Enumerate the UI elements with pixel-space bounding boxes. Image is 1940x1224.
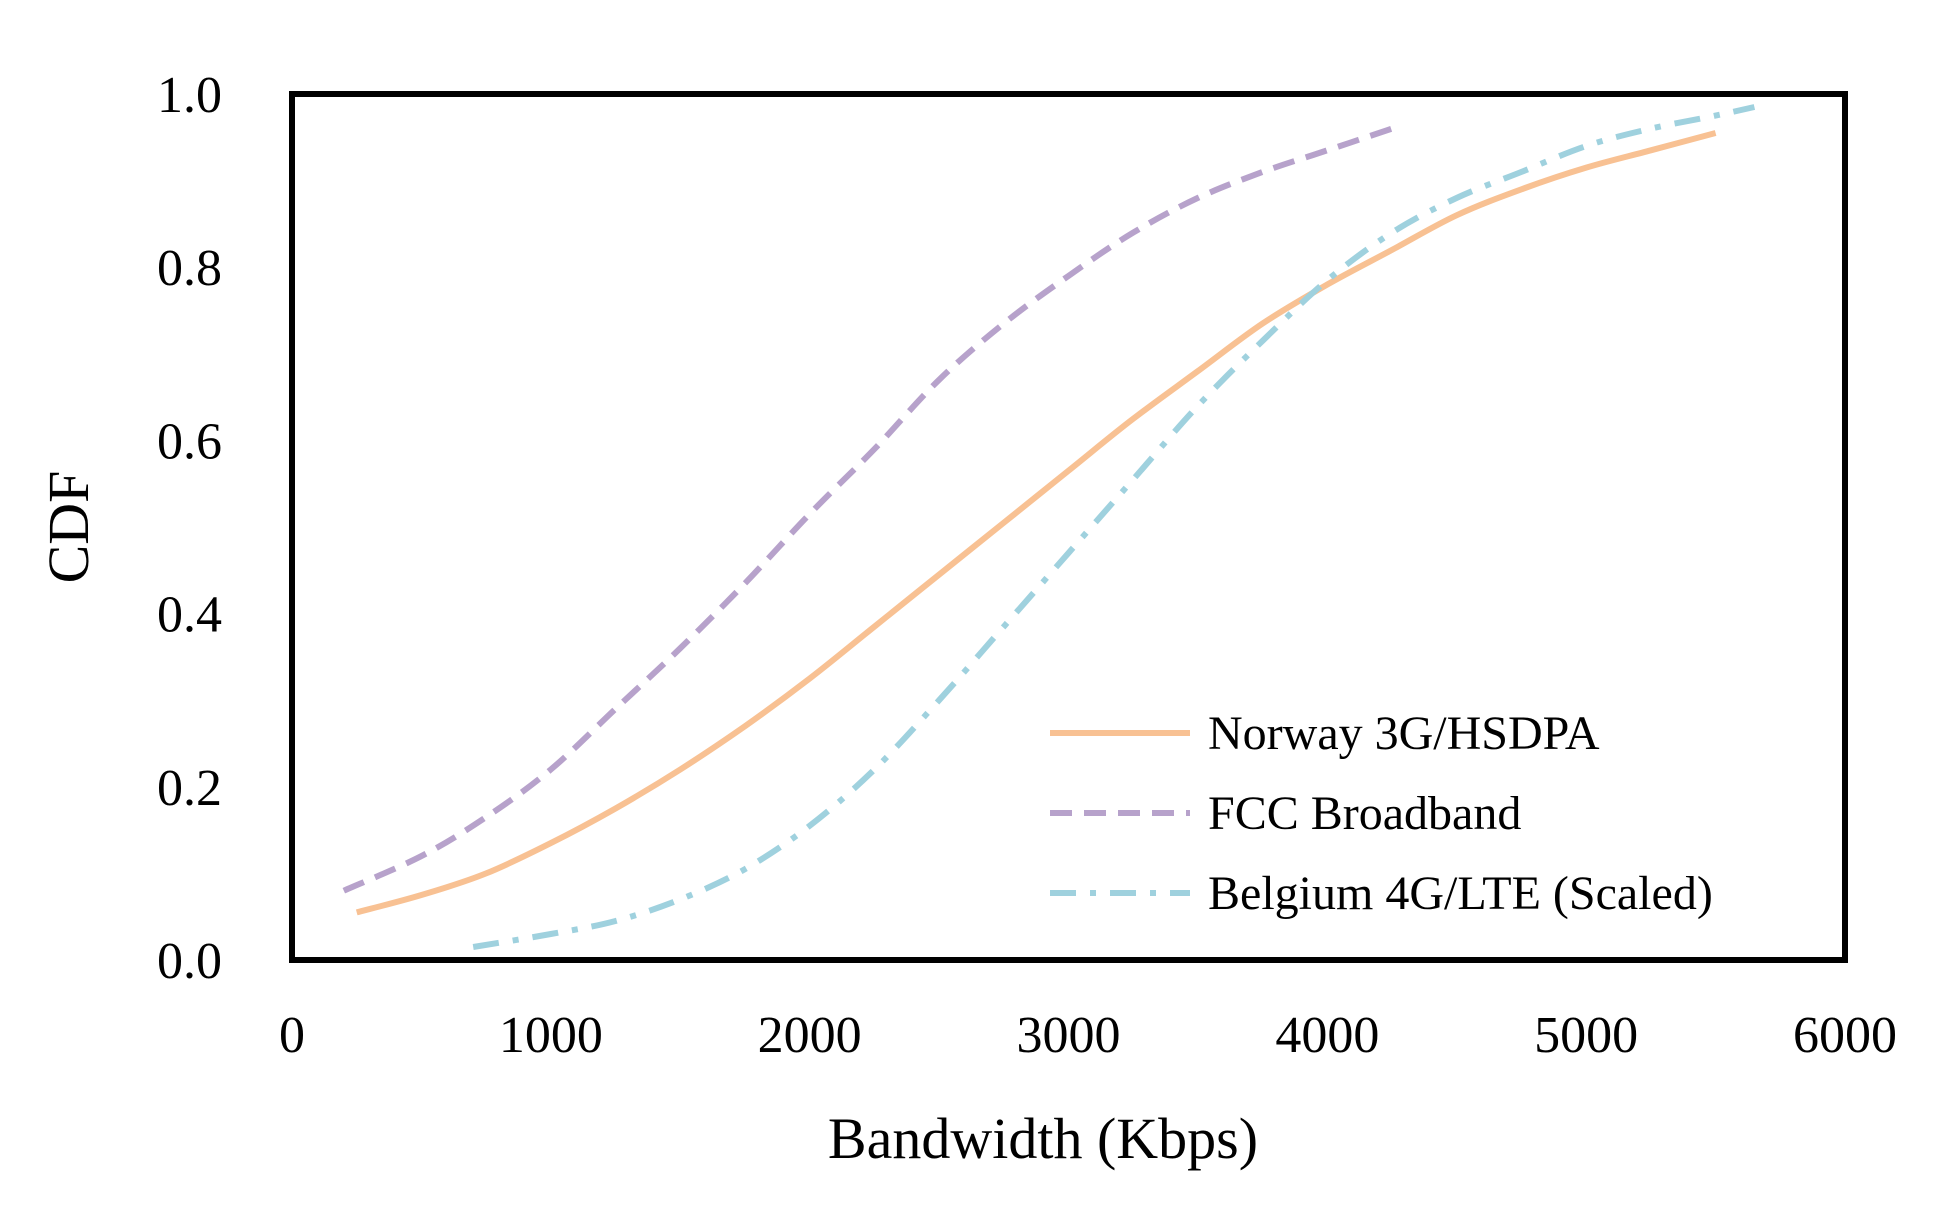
y-tick-label: 0.2 xyxy=(157,760,222,817)
x-tick-label: 0 xyxy=(279,1007,305,1064)
legend-label-belgium-4g-lte-scaled: Belgium 4G/LTE (Scaled) xyxy=(1208,867,1713,920)
legend-label-fcc-broadband: FCC Broadband xyxy=(1208,787,1521,840)
x-tick-label: 6000 xyxy=(1793,1007,1897,1064)
y-tick-label: 0.8 xyxy=(157,240,222,297)
legend: Norway 3G/HSDPA FCC Broadband Belgium 4G/L… xyxy=(1050,707,1713,920)
y-tick-label: 0.6 xyxy=(157,413,222,470)
y-tick-label: 1.0 xyxy=(157,67,222,124)
x-tick-labels: 0 1000 2000 3000 4000 5000 6000 xyxy=(279,1007,1897,1064)
y-tick-labels: 0.0 0.2 0.4 0.6 0.8 1.0 xyxy=(157,67,222,990)
plot-frame xyxy=(289,91,1848,963)
x-axis-title: Bandwidth (Kbps) xyxy=(828,1106,1258,1171)
series-line-belgium-4g-lte-scaled xyxy=(472,104,1756,950)
x-tick-label: 1000 xyxy=(499,1007,603,1064)
series-line-norway-3g-hsdpa xyxy=(355,130,1717,916)
series-line-fcc-broadband xyxy=(342,125,1393,894)
legend-label-norway-3g-hsdpa: Norway 3G/HSDPA xyxy=(1208,707,1600,760)
x-tick-label: 3000 xyxy=(1017,1007,1121,1064)
x-tick-label: 5000 xyxy=(1534,1007,1638,1064)
y-axis-title: CDF xyxy=(36,471,101,584)
x-tick-label: 4000 xyxy=(1275,1007,1379,1064)
y-tick-label: 0.4 xyxy=(157,587,222,644)
y-tick-label: 0.0 xyxy=(157,933,222,990)
x-tick-label: 2000 xyxy=(758,1007,862,1064)
series-layer xyxy=(342,104,1756,950)
